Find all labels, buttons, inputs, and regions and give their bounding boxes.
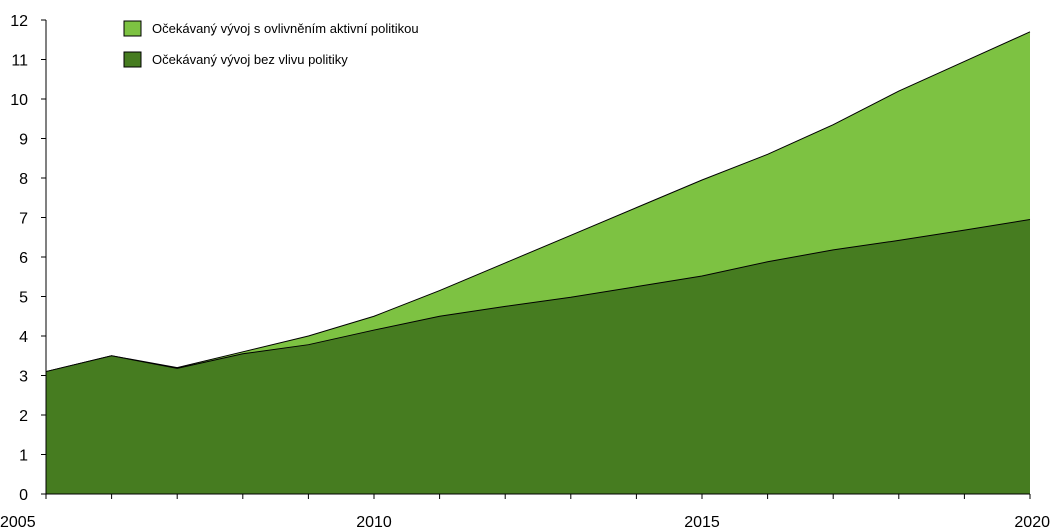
y-tick-label: 8: [19, 171, 28, 188]
y-tick-label: 12: [10, 13, 28, 30]
x-tick-label: 2020: [1014, 514, 1050, 529]
y-tick-label: 9: [19, 132, 28, 149]
x-tick-label: 2005: [0, 514, 36, 529]
y-tick-label: 2: [19, 408, 28, 425]
x-tick-label: 2010: [356, 514, 392, 529]
legend-label-no-policy: Očekávaný vývoj bez vlivu politiky: [152, 52, 348, 67]
y-tick-label: 1: [19, 448, 28, 465]
y-tick-label: 3: [19, 369, 28, 386]
area-active-policy-outline: [45, 31, 1031, 373]
y-tick-label: 0: [19, 487, 28, 504]
area-no-policy-outline: [45, 218, 1031, 373]
y-tick-label: 7: [19, 211, 28, 228]
legend: Očekávaný vývoj s ovlivněním aktivní pol…: [123, 20, 419, 68]
y-tick-label: 4: [19, 329, 28, 346]
legend-swatch-no-policy: [123, 51, 142, 68]
plot-areas: [45, 31, 1031, 494]
area-no-policy: [46, 219, 1030, 494]
x-axis-ticks: 2005 2010 2015 2020: [0, 494, 1050, 529]
y-tick-label: 6: [19, 250, 28, 267]
y-tick-label: 11: [11, 53, 28, 70]
y-tick-label: 10: [10, 92, 28, 109]
x-tick-label: 2015: [684, 514, 720, 529]
legend-label-active-policy: Očekávaný vývoj s ovlivněním aktivní pol…: [152, 21, 419, 36]
legend-swatch-active-policy: [123, 20, 142, 37]
y-tick-label: 5: [19, 290, 28, 307]
